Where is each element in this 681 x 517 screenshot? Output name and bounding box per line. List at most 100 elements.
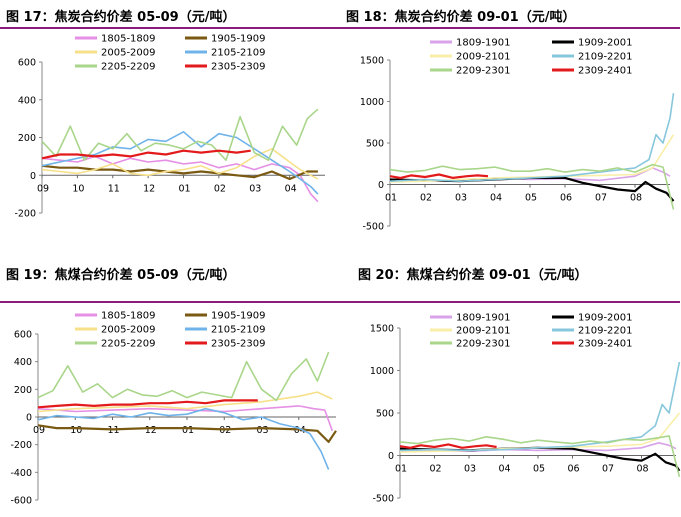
- legend-label: 1909-2001: [578, 313, 633, 324]
- series-line: [399, 443, 497, 449]
- series-line: [37, 399, 258, 409]
- y-tick-label: 400: [14, 357, 32, 368]
- x-tick-label: 04: [490, 193, 502, 204]
- x-tick-label: 04: [285, 183, 297, 194]
- legend-label: 2105-2109: [211, 48, 266, 59]
- x-tick-label: 03: [464, 464, 476, 475]
- series-line: [37, 405, 334, 432]
- y-tick-label: 500: [366, 139, 384, 150]
- legend-label: 1805-1809: [101, 34, 156, 45]
- chart-svg: -200 0 200 400 600 09 10 11 12 01 02 03 04 1805-1809 1…: [14, 34, 325, 220]
- y-tick-label: 1500: [370, 324, 394, 335]
- chart-title: 图 17：焦炭合约价差 05-09（元/吨）: [6, 10, 236, 25]
- x-tick-label: 01: [182, 425, 194, 436]
- legend-label: 2205-2209: [101, 62, 156, 73]
- series-line: [41, 149, 251, 160]
- y-tick-label: 0: [388, 451, 394, 462]
- chart-svg: -500 0 500 1000 1500 01 02 03 04 05 06 07 08 1809-190…: [360, 38, 675, 233]
- chart-panel-fig17: 图 17：焦炭合约价差 05-09（元/吨） -200 0 200 400 600 09 1…: [0, 0, 340, 258]
- x-tick-label: 01: [385, 193, 397, 204]
- x-tick-label: 03: [256, 425, 268, 436]
- legend-label: 1809-1901: [456, 38, 511, 49]
- title-rule: [340, 27, 680, 29]
- y-tick-label: 500: [376, 409, 394, 420]
- legend-label: 2209-2301: [456, 66, 511, 77]
- x-tick-label: 12: [145, 425, 157, 436]
- series-line: [37, 391, 333, 413]
- y-tick-label: -500: [362, 222, 384, 233]
- title-rule: [0, 301, 340, 303]
- x-tick-label: 07: [595, 193, 607, 204]
- chart-panel-fig19: 图 19：焦煤合约价差 05-09（元/吨） -600 -400 -200 0 200 4…: [0, 258, 340, 516]
- legend-label: 2005-2009: [101, 325, 156, 336]
- series-line: [389, 163, 675, 210]
- legend-label: 2005-2009: [101, 48, 156, 59]
- series-line: [41, 164, 318, 181]
- series-line: [41, 155, 319, 203]
- title-rule: [340, 301, 680, 303]
- x-tick-label: 11: [107, 425, 119, 436]
- legend-label: 2309-2401: [578, 66, 633, 77]
- x-tick-label: 12: [143, 183, 155, 194]
- y-tick-label: 600: [18, 58, 36, 69]
- x-tick-label: 02: [219, 425, 231, 436]
- legend-label: 2209-2301: [456, 339, 511, 350]
- series-line: [389, 173, 489, 179]
- legend-label: 2009-2101: [456, 52, 511, 63]
- legend-label: 2309-2401: [578, 339, 633, 350]
- chart-panel-fig18: 图 18：焦炭合约价差 09-01（元/吨） -500 0 500 1000 1500 0…: [340, 0, 680, 258]
- y-tick-label: 1000: [370, 366, 394, 377]
- x-tick-label: 08: [636, 464, 648, 475]
- legend-label: 2105-2109: [211, 325, 266, 336]
- series-line: [399, 361, 681, 452]
- legend-label: 2109-2201: [578, 52, 633, 63]
- chart-title: 图 18：焦炭合约价差 09-01（元/吨）: [346, 10, 576, 25]
- y-tick-label: -200: [14, 209, 36, 220]
- legend-label: 2205-2209: [101, 339, 156, 350]
- x-tick-label: 10: [70, 425, 82, 436]
- chart-panel-fig20: 图 20：焦煤合约价差 09-01（元/吨） -500 0 500 1000 1500 0…: [340, 258, 681, 516]
- title-rule: [0, 27, 340, 29]
- y-tick-label: 1500: [360, 56, 384, 67]
- series-line: [37, 407, 330, 470]
- x-tick-label: 08: [630, 193, 642, 204]
- x-tick-label: 05: [525, 193, 537, 204]
- x-tick-label: 01: [178, 183, 190, 194]
- y-tick-label: 0: [30, 171, 36, 182]
- series-line: [399, 435, 681, 477]
- x-tick-label: 10: [72, 183, 84, 194]
- x-tick-label: 11: [108, 183, 120, 194]
- y-tick-label: 200: [18, 133, 36, 144]
- x-tick-label: 06: [560, 193, 572, 204]
- series-line: [41, 108, 319, 161]
- y-tick-label: -600: [10, 496, 32, 507]
- chart-svg: -500 0 500 1000 1500 01 02 03 04 05 06 07 08 1809-190…: [370, 313, 681, 505]
- x-tick-label: 06: [567, 464, 579, 475]
- y-tick-label: -500: [372, 494, 394, 505]
- y-tick-label: -200: [10, 440, 32, 451]
- x-tick-label: 03: [455, 193, 467, 204]
- x-tick-label: 09: [37, 183, 49, 194]
- y-tick-label: 0: [378, 180, 384, 191]
- series-line: [389, 93, 675, 182]
- x-tick-label: 02: [420, 193, 432, 204]
- legend-label: 1905-1909: [211, 311, 266, 322]
- x-tick-label: 02: [214, 183, 226, 194]
- series-line: [37, 424, 337, 443]
- legend-label: 2305-2309: [211, 339, 266, 350]
- y-tick-label: 200: [14, 385, 32, 396]
- y-tick-label: -400: [10, 468, 32, 479]
- legend-label: 1905-1909: [211, 34, 266, 45]
- series-line: [37, 351, 330, 402]
- legend-label: 1809-1901: [456, 313, 511, 324]
- y-tick-label: 1000: [360, 97, 384, 108]
- legend-label: 1805-1809: [101, 311, 156, 322]
- x-tick-label: 02: [429, 464, 441, 475]
- legend-label: 2009-2101: [456, 326, 511, 337]
- x-tick-label: 03: [249, 183, 261, 194]
- x-tick-label: 09: [33, 425, 45, 436]
- legend-label: 2305-2309: [211, 62, 266, 73]
- x-tick-label: 07: [602, 464, 614, 475]
- y-tick-label: 400: [18, 95, 36, 106]
